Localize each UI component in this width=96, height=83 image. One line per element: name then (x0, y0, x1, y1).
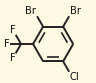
Text: F: F (5, 39, 10, 49)
Text: F: F (10, 53, 15, 63)
Text: F: F (10, 25, 15, 35)
Text: Br: Br (70, 6, 81, 16)
Text: Br: Br (25, 6, 36, 16)
Text: Cl: Cl (70, 72, 80, 82)
